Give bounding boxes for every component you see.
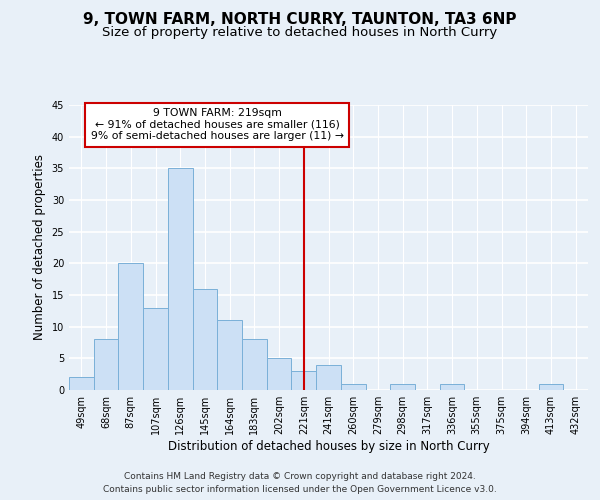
Text: Contains public sector information licensed under the Open Government Licence v3: Contains public sector information licen… — [103, 485, 497, 494]
Bar — [292, 371, 316, 390]
Bar — [94, 340, 118, 390]
Text: Contains HM Land Registry data © Crown copyright and database right 2024.: Contains HM Land Registry data © Crown c… — [124, 472, 476, 481]
Y-axis label: Number of detached properties: Number of detached properties — [33, 154, 46, 340]
Bar — [341, 384, 365, 390]
Bar — [316, 364, 341, 390]
Text: 9, TOWN FARM, NORTH CURRY, TAUNTON, TA3 6NP: 9, TOWN FARM, NORTH CURRY, TAUNTON, TA3 … — [83, 12, 517, 28]
Bar — [118, 264, 143, 390]
Text: 9 TOWN FARM: 219sqm
← 91% of detached houses are smaller (116)
9% of semi-detach: 9 TOWN FARM: 219sqm ← 91% of detached ho… — [91, 108, 344, 142]
Bar — [267, 358, 292, 390]
Bar — [168, 168, 193, 390]
Bar — [69, 378, 94, 390]
Text: Size of property relative to detached houses in North Curry: Size of property relative to detached ho… — [103, 26, 497, 39]
Bar — [440, 384, 464, 390]
Bar — [242, 340, 267, 390]
Bar — [217, 320, 242, 390]
X-axis label: Distribution of detached houses by size in North Curry: Distribution of detached houses by size … — [167, 440, 490, 453]
Bar — [539, 384, 563, 390]
Bar — [390, 384, 415, 390]
Bar — [193, 288, 217, 390]
Bar — [143, 308, 168, 390]
